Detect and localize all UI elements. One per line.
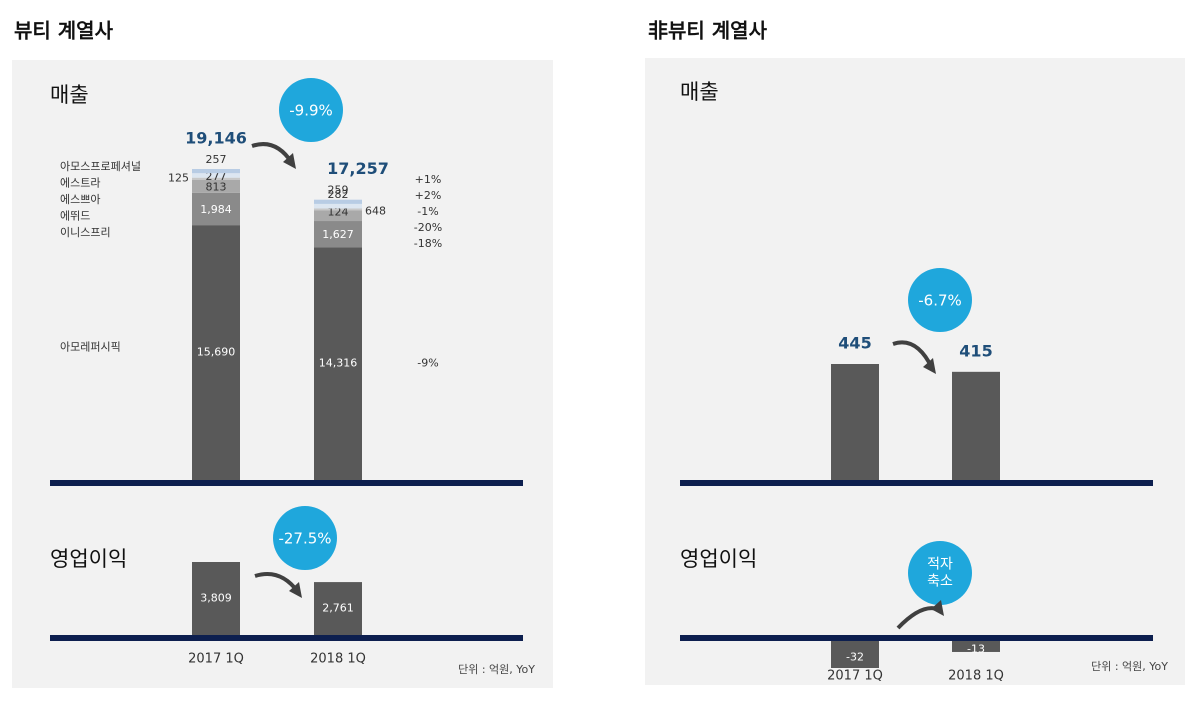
baseline bbox=[680, 480, 1153, 486]
segment-label: 257 bbox=[206, 153, 227, 166]
segment-label: 648 bbox=[365, 205, 386, 218]
yoy-label: -1% bbox=[417, 205, 438, 218]
yoy-label: -20% bbox=[414, 221, 442, 234]
chart-title: 매출 bbox=[680, 80, 719, 104]
segment-label: 124 bbox=[328, 205, 349, 218]
value-label: 415 bbox=[959, 341, 992, 360]
bar-segment bbox=[314, 203, 362, 209]
arrow-head bbox=[289, 582, 302, 598]
panel-bg bbox=[12, 60, 553, 688]
bar-segment bbox=[314, 210, 362, 222]
bar bbox=[314, 582, 362, 635]
segment-label: 125 bbox=[168, 172, 189, 185]
change-label: -27.5% bbox=[278, 530, 331, 548]
bar bbox=[831, 641, 879, 668]
x-tick-label: 2017 1Q bbox=[188, 652, 244, 667]
yoy-label: +2% bbox=[415, 189, 442, 202]
bar-segment bbox=[314, 208, 362, 211]
bar-segment bbox=[192, 177, 240, 180]
change-badge bbox=[908, 541, 972, 605]
segment-label: 14,316 bbox=[319, 357, 358, 370]
yoy-label: -9% bbox=[417, 357, 438, 370]
x-tick-label: 2018 1Q bbox=[310, 652, 366, 667]
segment-label: 259 bbox=[328, 184, 349, 197]
segment-label: 1,627 bbox=[322, 228, 354, 241]
arrow-head bbox=[283, 153, 296, 169]
unit-note: 단위 : 억원, YoY bbox=[1091, 660, 1168, 673]
yoy-label: -18% bbox=[414, 237, 442, 250]
chart-title: 영업이익 bbox=[680, 547, 757, 571]
chart-title: 매출 bbox=[50, 83, 89, 107]
change-label: -6.7% bbox=[918, 292, 962, 310]
legend-label: 아모레퍼시픽 bbox=[60, 341, 121, 354]
bar bbox=[192, 562, 240, 635]
bar-segment bbox=[192, 225, 240, 480]
change-badge bbox=[908, 268, 972, 332]
bar bbox=[952, 641, 1000, 652]
value-label: 445 bbox=[838, 334, 871, 353]
total-label: 19,146 bbox=[185, 129, 247, 148]
change-badge bbox=[279, 78, 343, 142]
yoy-label: +1% bbox=[415, 173, 442, 186]
baseline bbox=[50, 480, 523, 486]
segment-label: 15,690 bbox=[197, 346, 236, 359]
panel-title: 뷰티 계열사 bbox=[14, 19, 114, 43]
unit-note: 단위 : 억원, YoY bbox=[458, 663, 535, 676]
segment-label: 282 bbox=[328, 188, 349, 201]
change-label: 적자 축소 bbox=[927, 557, 953, 590]
total-label: 17,257 bbox=[327, 159, 389, 178]
bar-segment bbox=[314, 247, 362, 480]
segment-label: 1,984 bbox=[200, 203, 232, 216]
legend-label: 아모스프로페셔널 bbox=[60, 160, 141, 173]
value-label: -32 bbox=[846, 651, 864, 664]
legend-label: 에스쁘아 bbox=[60, 193, 100, 206]
chart-title: 영업이익 bbox=[50, 547, 127, 571]
bar-segment bbox=[314, 199, 362, 204]
arrow-head bbox=[923, 358, 936, 374]
legend-label: 이니스프리 bbox=[60, 226, 111, 239]
bar-segment bbox=[314, 221, 362, 248]
bar-segment bbox=[192, 192, 240, 226]
bar-segment bbox=[192, 179, 240, 193]
x-tick-label: 2017 1Q bbox=[827, 669, 883, 684]
value-label: -13 bbox=[967, 642, 985, 655]
legend-label: 에스트라 bbox=[60, 177, 100, 190]
legend-label: 에뛰드 bbox=[60, 210, 90, 223]
bar bbox=[831, 364, 879, 480]
value-label: 3,809 bbox=[200, 592, 232, 605]
arrow-head bbox=[931, 600, 944, 616]
bar-segment bbox=[192, 169, 240, 174]
segment-label: 277 bbox=[206, 170, 227, 183]
bar bbox=[952, 371, 1000, 480]
panel-title: 非뷰티 계열사 bbox=[648, 19, 768, 43]
segment-label: 813 bbox=[206, 180, 227, 193]
change-label: -9.9% bbox=[289, 102, 333, 120]
change-badge bbox=[273, 506, 337, 570]
x-tick-label: 2018 1Q bbox=[948, 669, 1004, 684]
baseline bbox=[680, 635, 1153, 641]
bar-segment bbox=[192, 173, 240, 178]
value-label: 2,761 bbox=[322, 602, 354, 615]
baseline bbox=[50, 635, 523, 641]
